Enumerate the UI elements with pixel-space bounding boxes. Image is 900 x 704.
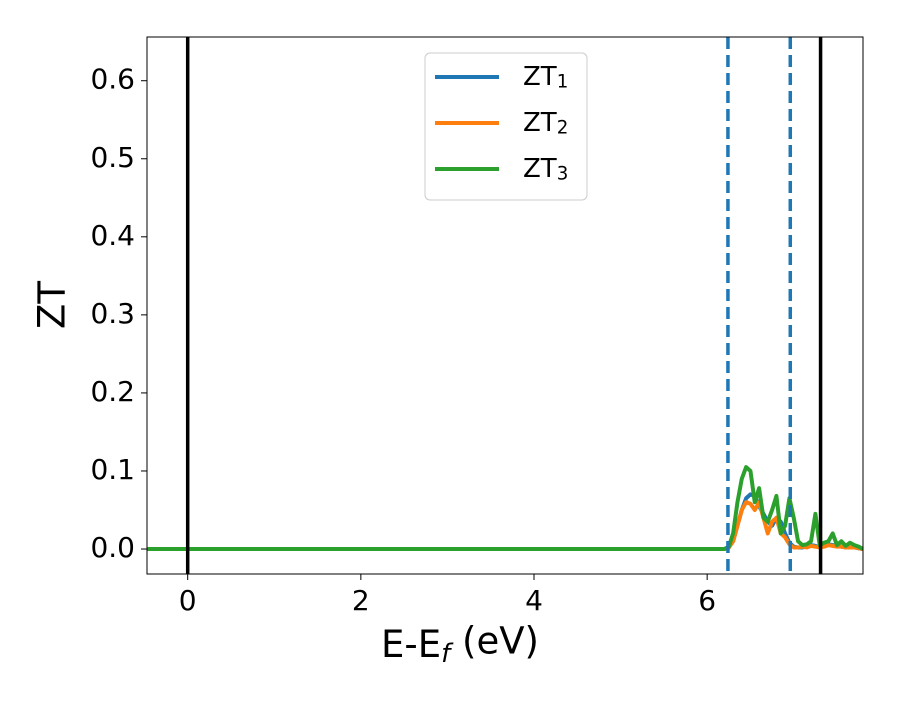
y-tick-label: 0.2 (90, 375, 135, 408)
legend: ZT1 ZT2 ZT3 (424, 52, 588, 201)
y-tick-label: 0.4 (90, 219, 135, 252)
legend-label: ZT1 (523, 62, 568, 93)
legend-box (424, 52, 588, 201)
x-tick-label: 6 (698, 584, 716, 617)
y-tick-label: 0.1 (90, 453, 135, 486)
legend-label: ZT2 (523, 108, 568, 139)
y-axis-label: ZT (31, 281, 74, 329)
series-line (147, 500, 863, 552)
plot-frame (146, 36, 864, 575)
y-tick-label: 0.5 (90, 141, 135, 174)
x-tick-label: 0 (179, 584, 197, 617)
y-tick-label: 0.6 (90, 63, 135, 96)
x-tick-label: 2 (352, 584, 370, 617)
x-axis-label: E-Ef (eV) (381, 619, 539, 668)
legend-label: ZT3 (523, 154, 568, 185)
y-tick-label: 0.3 (90, 297, 135, 330)
x-tick-label: 4 (525, 584, 543, 617)
y-tick-label: 0.0 (90, 531, 135, 564)
